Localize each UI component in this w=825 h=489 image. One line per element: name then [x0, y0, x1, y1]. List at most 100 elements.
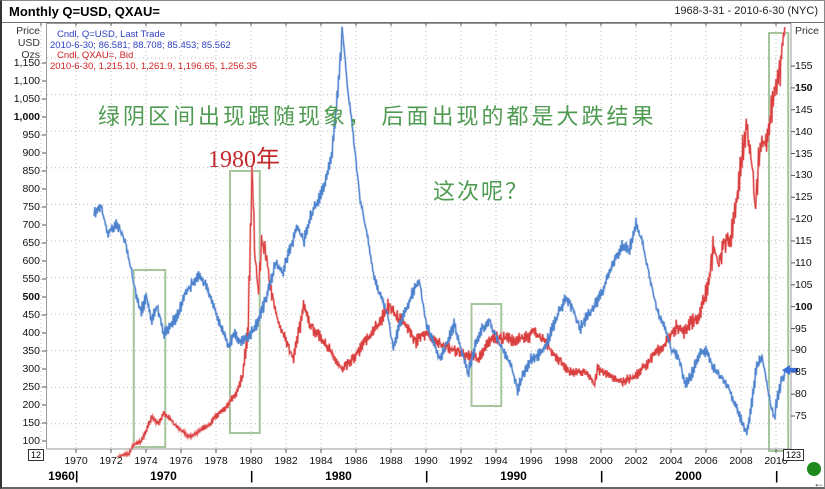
- x-axis-tick-label: 1992: [449, 455, 473, 467]
- decade-label: 1970: [150, 469, 177, 483]
- x-axis-tick-label: 1978: [204, 455, 228, 467]
- chart-title: Monthly Q=USD, QXAU=: [9, 4, 160, 19]
- annotation-1980: 1980年: [208, 147, 280, 173]
- y-axis-tick-label: 155: [795, 60, 813, 72]
- x-axis-tick-label: 2004: [659, 455, 683, 467]
- x-axis-tick-label: 1994: [484, 455, 508, 467]
- green-dot-indicator: [807, 462, 821, 476]
- plot-border: [46, 23, 792, 450]
- y-axis-tick-label: 450: [22, 309, 40, 321]
- x-axis-tick-label: 2000: [589, 455, 613, 467]
- y-axis-tick-label: 95: [795, 322, 807, 335]
- right-axis-unit-label: Price: [795, 25, 819, 37]
- decade-separator: |: [425, 469, 429, 483]
- annotation-question: 这次呢？: [433, 179, 530, 204]
- x-axis-tick-label: 1998: [554, 455, 578, 467]
- price-marker-arrow-icon: [782, 365, 798, 376]
- decade-label: 2000: [675, 469, 702, 483]
- decade-label: 1960: [48, 469, 75, 483]
- x-axis-tick-label: 1972: [99, 455, 123, 467]
- xau-series-body: [115, 26, 786, 457]
- y-axis-tick-label: 400: [22, 327, 40, 339]
- y-axis-tick-label: 150: [795, 81, 813, 94]
- x-axis-tick-label: 1990: [414, 455, 438, 467]
- decade-label: 1990: [500, 469, 527, 483]
- left-axis-unit-line: Price: [16, 25, 40, 37]
- y-axis-tick-label: 135: [795, 147, 813, 160]
- y-axis-tick-label: 500: [22, 291, 40, 303]
- legend-xau-values: 2010-6-30, 1,215.10, 1,261.9, 1,196.65, …: [50, 60, 258, 72]
- y-axis-tick-label: 90: [795, 344, 807, 357]
- y-axis-tick-label: 1,050: [13, 93, 40, 105]
- axis-ticks: [40, 23, 795, 453]
- range-start-badge: 12: [28, 449, 45, 461]
- x-axis-tick-label: 1996: [519, 455, 543, 467]
- x-axis-tick-label: 1980: [239, 455, 263, 467]
- x-axis-tick-label: 1982: [274, 455, 298, 467]
- y-axis-tick-label: 650: [22, 237, 40, 249]
- y-axis-tick-label: 125: [795, 191, 813, 204]
- legend-usd-values: 2010-6-30; 86.581; 88.708; 85.453; 85.56…: [50, 39, 231, 51]
- x-axis-tick-label: 1974: [134, 455, 158, 467]
- xau-series: [116, 26, 786, 457]
- y-axis-tick-label: 900: [22, 147, 40, 159]
- x-axis-tick-label: 1986: [344, 455, 368, 467]
- y-axis-tick-label: 950: [22, 129, 40, 141]
- left-axis-unit-line: USD: [17, 37, 40, 49]
- x-axis-tick-label: 1984: [309, 455, 333, 467]
- annotation-main: 绿阴区间出现跟随现象， 后面出现的都是大跌结果: [98, 104, 657, 129]
- x-axis-tick-label: 2002: [624, 455, 648, 467]
- y-axis-tick-label: 130: [795, 169, 813, 182]
- scroll-left-arrow-icon[interactable]: ←: [813, 476, 825, 489]
- y-axis-tick-label: 1,000: [13, 111, 40, 123]
- left-axis-unit-line: Ozs: [21, 49, 40, 61]
- y-axis-tick-label: 350: [22, 345, 40, 357]
- window-header: Monthly Q=USD, QXAU= 1968-3-31 - 2010-6-…: [2, 1, 824, 23]
- y-axis-tick-label: 150: [22, 417, 40, 429]
- y-axis-tick-label: 85: [795, 366, 807, 379]
- y-axis-tick-label: 100: [22, 435, 40, 447]
- decade-label: 1980: [325, 469, 352, 483]
- x-axis-tick-label: 1976: [169, 455, 193, 467]
- usd-series-body: [92, 26, 786, 436]
- y-axis-tick-label: 145: [795, 103, 813, 116]
- y-axis-tick-label: 100: [795, 300, 813, 313]
- highlight-box: [132, 269, 167, 448]
- y-axis-tick-label: 105: [795, 278, 813, 291]
- highlight-box: [768, 32, 790, 452]
- x-axis-tick-label: 2008: [729, 455, 753, 467]
- y-axis-tick-label: 115: [795, 235, 812, 247]
- x-axis-tick-label: 1970: [64, 455, 88, 467]
- y-axis-tick-label: 700: [22, 219, 40, 231]
- y-axis-tick-label: 140: [795, 125, 813, 138]
- y-axis-tick-label: 110: [795, 256, 812, 269]
- x-axis-tick-label: 2006: [694, 455, 718, 467]
- grid: [40, 23, 791, 449]
- x-axis-tick-label: 1988: [379, 455, 403, 467]
- y-axis-tick-label: 75: [795, 410, 807, 422]
- decade-separator: |: [775, 469, 779, 483]
- y-axis-tick-label: 850: [22, 165, 40, 177]
- date-range-label: 1968-3-31 - 2010-6-30 (NYC): [674, 5, 818, 17]
- decade-separator: |: [600, 469, 604, 483]
- y-axis-tick-label: 1,150: [13, 57, 40, 69]
- legend-xau-name: Cndl, QXAU=, Bid: [57, 50, 134, 61]
- y-axis-tick-label: 800: [22, 183, 40, 195]
- left-axis-unit-label: Price USD Ozs: [2, 25, 40, 61]
- usd-series: [93, 26, 786, 436]
- y-axis-tick-label: 750: [22, 201, 40, 213]
- y-axis-tick-label: 80: [795, 388, 807, 401]
- range-end-badge: 123: [783, 449, 805, 461]
- y-axis-tick-label: 550: [22, 273, 40, 285]
- x-axis-tick-label: 2010: [764, 455, 788, 467]
- decade-separator: |: [75, 469, 79, 483]
- decade-separator: |: [250, 469, 254, 483]
- y-axis-tick-label: 200: [22, 399, 40, 411]
- legend: Cndl, Q=USD, Last Trade 2010-6-30; 86.58…: [50, 29, 258, 72]
- y-axis-tick-label: 120: [795, 213, 813, 226]
- y-axis-tick-label: 300: [22, 363, 40, 375]
- y-axis-tick-label: 250: [22, 381, 40, 393]
- legend-usd-name: Cndl, Q=USD, Last Trade: [57, 29, 165, 40]
